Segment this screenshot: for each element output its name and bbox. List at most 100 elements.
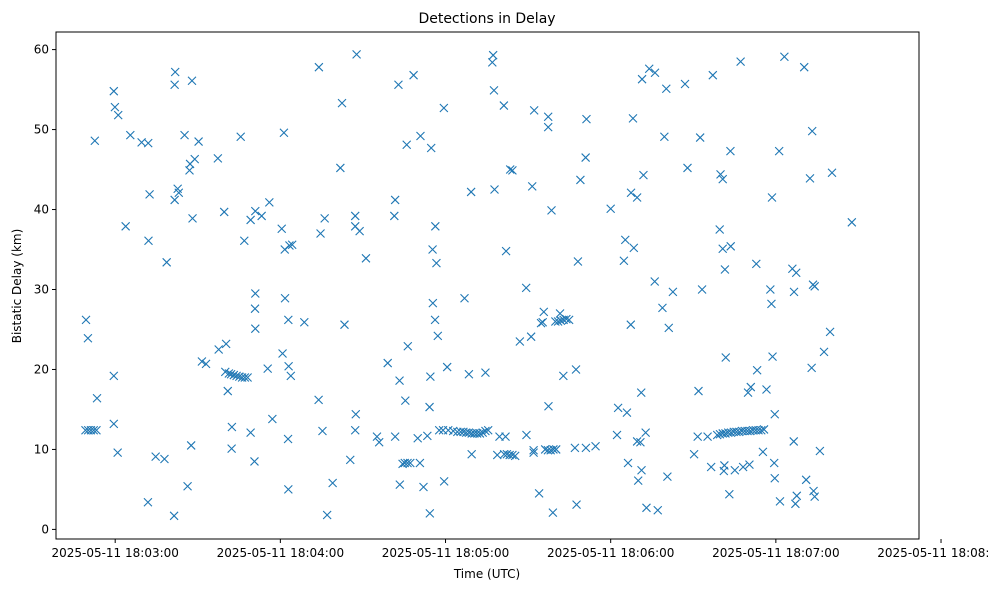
data-point-84: [314, 62, 324, 72]
data-point-316: [809, 486, 818, 496]
data-point-121: [413, 433, 423, 443]
data-point-289: [752, 365, 762, 375]
data-point-19: [145, 189, 154, 199]
data-point-30: [180, 130, 189, 140]
data-point-234: [644, 64, 654, 74]
data-point-77: [283, 315, 293, 325]
data-point-124: [425, 509, 435, 518]
data-point-283: [730, 465, 740, 475]
data-point-37: [183, 481, 192, 491]
data-point-110: [402, 140, 412, 150]
data-point-208: [581, 153, 591, 162]
data-point-79: [284, 361, 293, 371]
x-axis-ticks: 2025-05-11 18:03:00 2025-05-11 18:04:00 20…: [51, 539, 988, 560]
data-point-136: [439, 103, 449, 113]
data-point-153: [460, 293, 469, 303]
data-point-317: [810, 492, 820, 502]
data-point-35: [188, 213, 197, 223]
data-point-197: [553, 317, 563, 326]
data-point-277: [721, 353, 731, 362]
data-point-32: [185, 165, 194, 175]
data-point-155: [467, 449, 477, 459]
data-point-212: [570, 443, 580, 453]
data-point-94: [345, 455, 355, 465]
data-point-116: [400, 396, 410, 406]
data-point-279: [719, 466, 729, 476]
data-point-41: [201, 359, 211, 369]
data-point-21: [143, 497, 153, 507]
data-point-225: [632, 437, 642, 446]
data-point-47: [224, 369, 234, 378]
data-point-224: [629, 243, 639, 253]
data-point-241: [663, 472, 672, 482]
data-point-65: [250, 304, 260, 314]
data-point-229: [636, 388, 646, 398]
x-tick-label-5: 2025-05-11 18:08:00: [877, 546, 988, 560]
data-point-5: [89, 425, 99, 435]
data-point-26: [170, 80, 180, 90]
data-point-6: [92, 425, 101, 435]
data-point-243: [668, 287, 678, 297]
data-point-0: [81, 315, 91, 325]
y-tick-label-2: 20: [34, 362, 49, 376]
data-point-117: [403, 341, 413, 351]
data-point-9: [109, 86, 119, 96]
data-point-63: [264, 197, 274, 207]
data-point-211: [591, 441, 600, 451]
data-point-276: [720, 265, 730, 274]
data-point-181: [529, 445, 538, 455]
data-point-296: [768, 352, 777, 362]
data-point-213: [606, 204, 616, 214]
data-point-45: [221, 339, 231, 349]
data-point-137: [439, 477, 449, 486]
data-point-227: [636, 437, 645, 447]
data-point-290: [751, 259, 761, 269]
data-point-184: [538, 317, 548, 327]
data-point-244: [680, 79, 690, 89]
data-point-106: [389, 211, 399, 221]
data-point-113: [395, 376, 404, 386]
data-point-240: [661, 84, 671, 94]
data-point-281: [726, 241, 736, 251]
data-point-55: [223, 386, 233, 396]
data-point-183: [536, 318, 546, 328]
data-point-66: [250, 324, 260, 334]
x-tick-label-4: 2025-05-11 18:07:00: [712, 546, 839, 560]
y-tick-label-4: 40: [34, 203, 49, 217]
data-point-319: [819, 347, 829, 357]
data-point-228: [637, 465, 646, 475]
data-point-14: [113, 448, 123, 458]
data-point-231: [641, 428, 651, 438]
data-point-56: [227, 422, 237, 432]
data-point-150: [478, 428, 488, 438]
data-point-16: [125, 130, 135, 140]
data-point-1: [83, 333, 93, 343]
data-point-176: [521, 283, 531, 293]
data-point-235: [650, 68, 660, 78]
data-point-179: [527, 181, 537, 191]
data-point-189: [549, 445, 558, 454]
data-point-108: [409, 70, 418, 80]
data-point-206: [572, 500, 581, 510]
data-point-301: [774, 146, 784, 156]
data-point-194: [547, 205, 556, 215]
data-point-192: [543, 122, 553, 132]
data-point-100: [351, 409, 361, 419]
data-point-89: [322, 510, 332, 520]
data-point-226: [633, 476, 643, 486]
data-point-73: [287, 240, 297, 250]
data-point-222: [632, 193, 642, 202]
data-point-42: [213, 153, 223, 163]
data-point-125: [425, 402, 434, 412]
data-point-7: [90, 136, 100, 146]
data-point-201: [564, 315, 574, 325]
data-point-149: [475, 429, 485, 438]
data-point-238: [658, 303, 667, 313]
data-point-308: [792, 491, 802, 501]
data-point-10: [110, 102, 120, 112]
data-point-173: [510, 451, 520, 461]
data-point-43: [214, 345, 224, 354]
data-point-304: [791, 268, 801, 278]
data-point-157: [481, 368, 490, 378]
